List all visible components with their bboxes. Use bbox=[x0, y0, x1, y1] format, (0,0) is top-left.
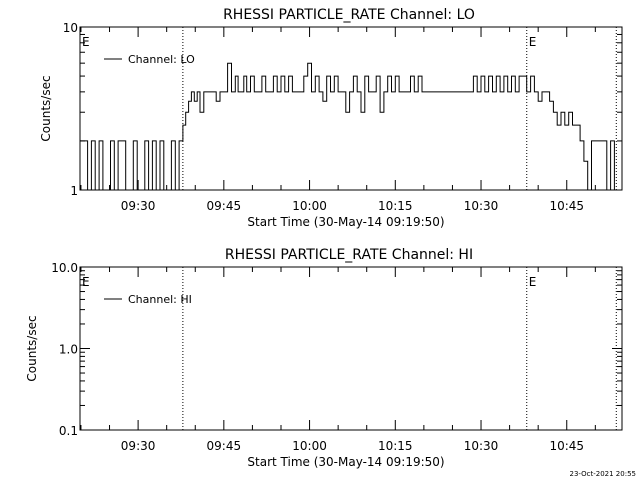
panel2-event-marker-label: E bbox=[529, 275, 537, 289]
panel2-y-tick-label: 0.1 bbox=[59, 424, 78, 438]
panel2-x-tick-label: 10:30 bbox=[464, 439, 499, 453]
panel2-y-tick-label: 1.0 bbox=[59, 343, 78, 357]
timestamp: 23-Oct-2021 20:55 bbox=[570, 470, 636, 478]
panel1-x-axis-label: Start Time (30-May-14 09:19:50) bbox=[247, 215, 444, 229]
panel1-title: RHESSI PARTICLE_RATE Channel: LO bbox=[223, 7, 475, 23]
panel2-title: RHESSI PARTICLE_RATE Channel: HI bbox=[225, 247, 473, 263]
panel2-x-tick-label: 10:00 bbox=[292, 439, 327, 453]
panel1-x-tick-label: 09:30 bbox=[121, 199, 156, 213]
panel1-y-tick-label: 10 bbox=[63, 21, 78, 35]
panel1-legend-label: Channel: LO bbox=[128, 53, 195, 66]
panel2-event-marker-label: E bbox=[82, 275, 90, 289]
panel2-y-axis-label: Counts/sec bbox=[25, 315, 39, 381]
panel1-x-tick-label: 09:45 bbox=[207, 199, 242, 213]
panel2-legend-label: Channel: HI bbox=[128, 293, 192, 306]
panel1-y-tick-label: 1 bbox=[70, 184, 78, 198]
panel2-x-axis-label: Start Time (30-May-14 09:19:50) bbox=[247, 455, 444, 469]
panel1-x-tick-label: 10:45 bbox=[549, 199, 584, 213]
panel1-series-line bbox=[80, 62, 617, 191]
panel1-event-marker-label: E bbox=[529, 35, 537, 49]
panel1-x-tick-label: 10:15 bbox=[378, 199, 413, 213]
panel2-x-tick-label: 09:30 bbox=[121, 439, 156, 453]
panel2-y-tick-label: 10.0 bbox=[51, 261, 78, 275]
panel1-plot-frame bbox=[79, 26, 623, 191]
panel2-x-tick-label: 10:45 bbox=[549, 439, 584, 453]
panel1-y-axis-label: Counts/sec bbox=[39, 75, 53, 141]
panel2-x-tick-label: 10:15 bbox=[378, 439, 413, 453]
panel2-x-tick-label: 09:45 bbox=[207, 439, 242, 453]
panel1-event-marker-label: E bbox=[82, 35, 90, 49]
panel1-x-tick-label: 10:30 bbox=[464, 199, 499, 213]
panel1-x-tick-label: 10:00 bbox=[292, 199, 327, 213]
